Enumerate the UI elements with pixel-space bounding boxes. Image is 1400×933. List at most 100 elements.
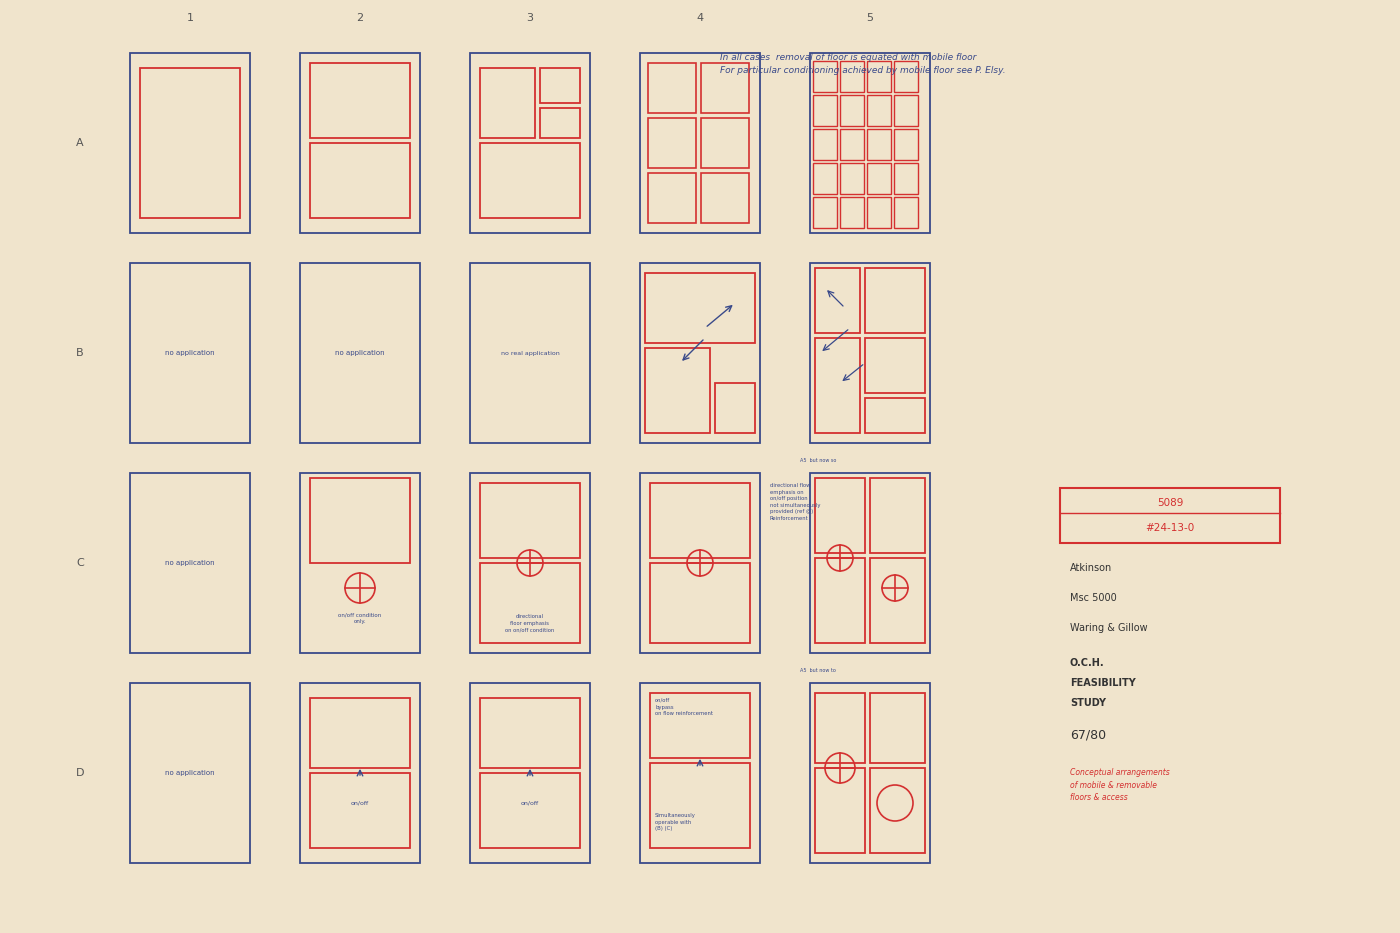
Bar (300, 473, 420, 653)
Text: on/off: on/off (521, 801, 539, 805)
Bar (130, 53, 251, 233)
Bar (813, 197, 837, 228)
Bar (869, 478, 925, 553)
Bar (813, 129, 837, 160)
Bar (470, 683, 589, 863)
Bar (715, 383, 755, 433)
Bar (480, 563, 580, 643)
Bar (130, 263, 251, 443)
Bar (640, 683, 760, 863)
Text: A5  but now to: A5 but now to (799, 668, 836, 673)
Text: In all cases  removal of floor is equated with mobile floor
For particular condi: In all cases removal of floor is equated… (720, 53, 1005, 76)
Bar (640, 473, 760, 653)
Bar (840, 61, 864, 92)
Bar (840, 163, 864, 194)
Bar (648, 173, 696, 223)
Bar (480, 773, 580, 848)
Bar (480, 143, 580, 218)
Text: no application: no application (165, 770, 214, 776)
Bar (815, 768, 865, 853)
Text: A5  but now so: A5 but now so (799, 458, 836, 463)
Text: no real application: no real application (501, 351, 560, 355)
Bar (865, 338, 925, 393)
Bar (480, 483, 580, 558)
Text: Simultaneously
operable with
(B) (C): Simultaneously operable with (B) (C) (655, 813, 696, 831)
Bar (650, 483, 750, 558)
Bar (865, 398, 925, 433)
Text: B: B (76, 348, 84, 358)
Bar (869, 558, 925, 643)
Text: C: C (76, 558, 84, 568)
Text: directional flow
emphasis on
on/off position
not simultaneously
provided (ref @): directional flow emphasis on on/off posi… (770, 483, 820, 521)
Bar (300, 683, 420, 863)
Text: on/off
bypass
on flow reinforcement: on/off bypass on flow reinforcement (655, 698, 713, 717)
Text: 2: 2 (357, 13, 364, 23)
Text: Conceptual arrangements
of mobile & removable
floors & access: Conceptual arrangements of mobile & remo… (1070, 768, 1170, 802)
Bar (701, 173, 749, 223)
Bar (865, 268, 925, 333)
Bar (300, 263, 420, 443)
Bar (867, 61, 890, 92)
Bar (470, 263, 589, 443)
Bar (480, 68, 535, 138)
Text: 4: 4 (696, 13, 704, 23)
Bar (895, 95, 918, 126)
Bar (815, 693, 865, 763)
Bar (309, 773, 410, 848)
Bar (640, 53, 760, 233)
Bar (815, 338, 860, 433)
Bar (480, 698, 580, 768)
Bar (895, 129, 918, 160)
Bar (470, 473, 589, 653)
Bar (815, 268, 860, 333)
Bar (815, 478, 865, 553)
Text: Msc 5000: Msc 5000 (1070, 593, 1117, 603)
Bar (895, 61, 918, 92)
Bar (840, 95, 864, 126)
Bar (869, 693, 925, 763)
Text: 1: 1 (186, 13, 193, 23)
Bar (309, 698, 410, 768)
Bar (811, 473, 930, 653)
Text: D: D (76, 768, 84, 778)
Bar (701, 63, 749, 113)
Bar (309, 478, 410, 563)
Bar (813, 95, 837, 126)
Text: on/off condition
only.: on/off condition only. (339, 612, 382, 624)
Text: A: A (76, 138, 84, 148)
Bar (648, 63, 696, 113)
Text: O.C.H.: O.C.H. (1070, 658, 1105, 668)
Bar (811, 683, 930, 863)
Bar (1060, 488, 1280, 543)
Bar (309, 63, 410, 138)
Bar (867, 197, 890, 228)
Bar (840, 129, 864, 160)
Bar (650, 563, 750, 643)
Text: Atkinson: Atkinson (1070, 563, 1112, 573)
Text: directional
floor emphasis
on on/off condition: directional floor emphasis on on/off con… (505, 614, 554, 632)
Text: on/off: on/off (351, 801, 370, 805)
Bar (867, 163, 890, 194)
Bar (840, 197, 864, 228)
Text: no application: no application (165, 350, 214, 356)
Bar (813, 61, 837, 92)
Bar (701, 118, 749, 168)
Text: #24-13-0: #24-13-0 (1145, 523, 1194, 533)
Text: 3: 3 (526, 13, 533, 23)
Bar (867, 95, 890, 126)
Bar (140, 68, 239, 218)
Bar (650, 693, 750, 758)
Bar (540, 68, 580, 103)
Bar (470, 53, 589, 233)
Bar (811, 263, 930, 443)
Text: no application: no application (335, 350, 385, 356)
Text: 67/80: 67/80 (1070, 728, 1106, 741)
Bar (895, 197, 918, 228)
Bar (130, 683, 251, 863)
Bar (811, 53, 930, 233)
Bar (309, 143, 410, 218)
Text: no application: no application (165, 560, 214, 566)
Bar (540, 108, 580, 138)
Bar (813, 163, 837, 194)
Bar (895, 163, 918, 194)
